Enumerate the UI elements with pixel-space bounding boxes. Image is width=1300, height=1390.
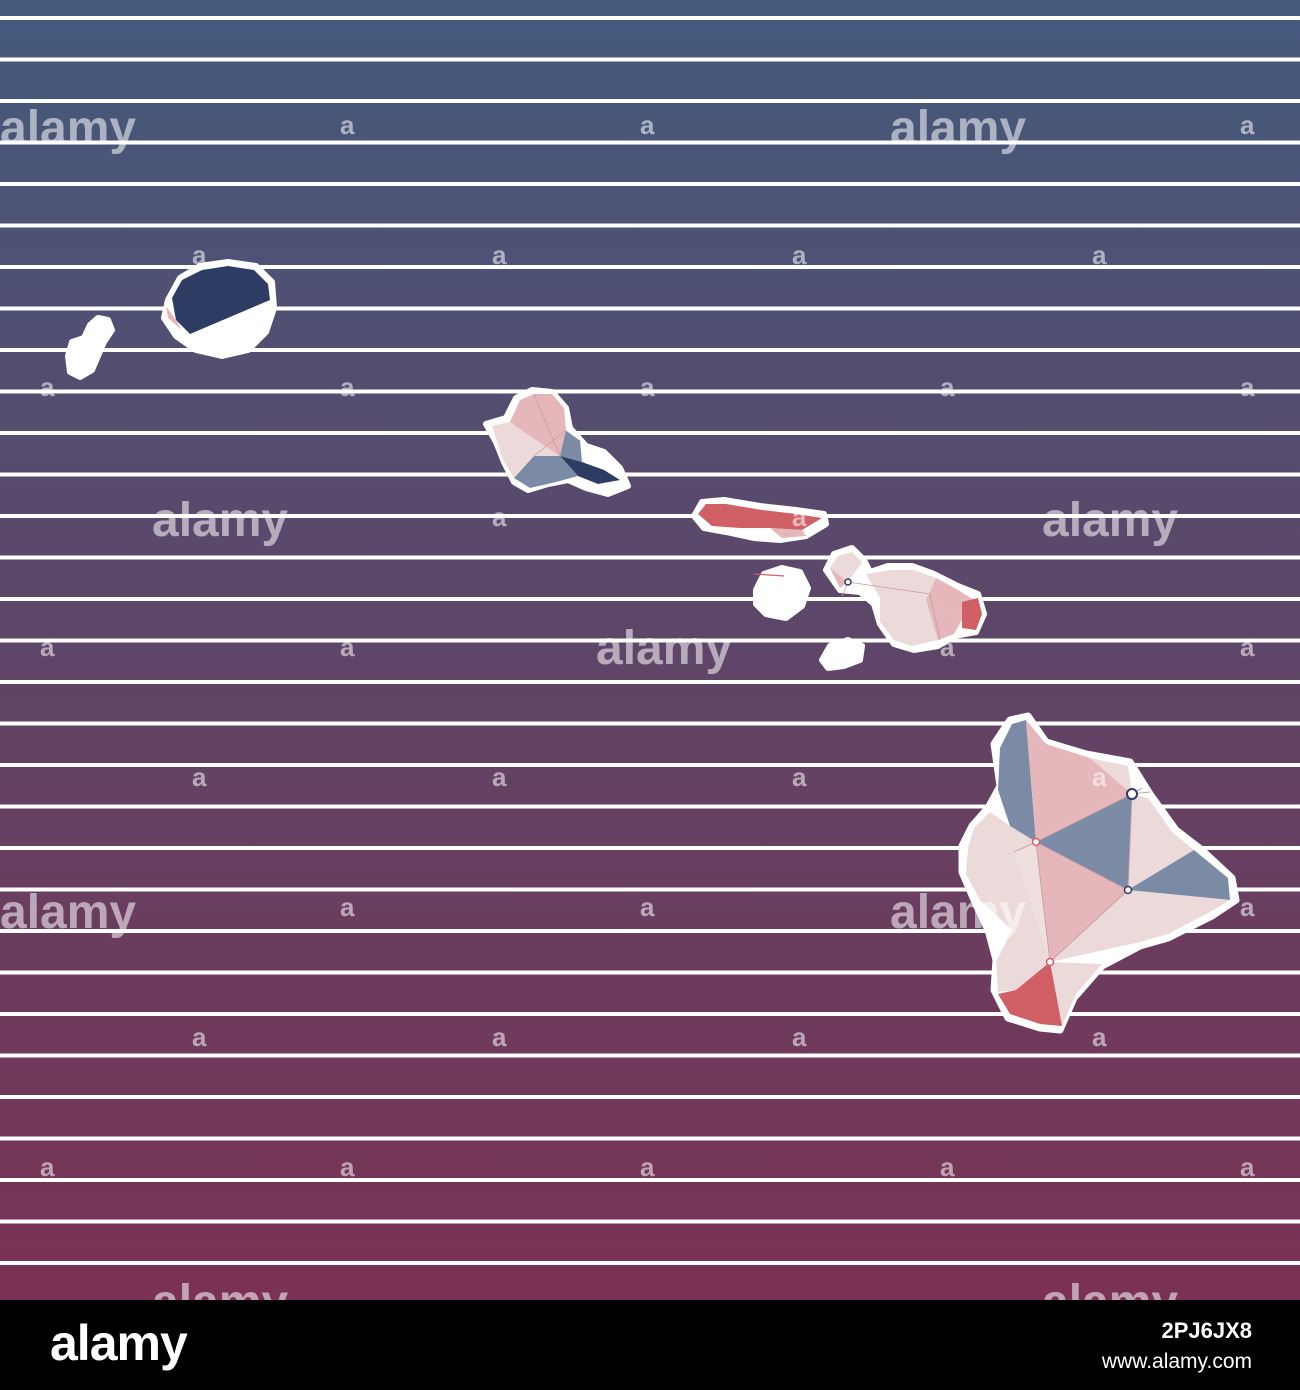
island-kahoolawe bbox=[819, 637, 865, 671]
watermark-mark: a bbox=[192, 762, 207, 792]
stripe-line bbox=[0, 763, 1300, 767]
watermark-mark: a bbox=[340, 632, 355, 662]
map-canvas: alamy alamy alamy alamy alamy alamy alam… bbox=[0, 0, 1300, 1329]
stripe-line bbox=[0, 1053, 1300, 1058]
map-poster: alamy alamy alamy alamy alamy alamy alam… bbox=[0, 0, 1300, 1329]
watermark-mark: a bbox=[792, 762, 807, 792]
stripe-line bbox=[0, 1012, 1300, 1016]
city-marker bbox=[1123, 885, 1133, 895]
stripe-line bbox=[0, 514, 1300, 518]
stripe-line bbox=[0, 99, 1300, 103]
island-kauai bbox=[161, 259, 277, 359]
watermark-text: alamy bbox=[0, 102, 136, 155]
watermark-mark: a bbox=[792, 240, 807, 270]
watermark-mark: a bbox=[340, 1152, 355, 1182]
watermark-mark: a bbox=[940, 1152, 955, 1182]
island-maui bbox=[823, 545, 987, 653]
island-molokai bbox=[691, 497, 829, 543]
watermark-text: alamy bbox=[152, 1276, 288, 1300]
city-marker bbox=[844, 578, 852, 586]
city-marker bbox=[1126, 788, 1138, 800]
watermark-text: alamy bbox=[596, 622, 732, 675]
stripe-line bbox=[0, 348, 1300, 352]
horizontal-stripes bbox=[0, 16, 1300, 1265]
watermark-mark: a bbox=[1240, 1152, 1255, 1182]
watermark-mark: a bbox=[192, 1022, 207, 1052]
stripe-line bbox=[0, 472, 1300, 477]
image-id: 2PJ6JX8 bbox=[1161, 1318, 1252, 1343]
island-hawaii bbox=[958, 712, 1240, 1034]
watermark-mark: a bbox=[1240, 372, 1255, 402]
watermark-mark: a bbox=[640, 110, 655, 140]
stripe-line bbox=[0, 306, 1300, 311]
stripe-line bbox=[0, 804, 1300, 809]
stripe-line bbox=[0, 721, 1300, 726]
watermark-mark: a bbox=[940, 632, 955, 662]
watermark-mark: a bbox=[792, 502, 807, 532]
stripe-line bbox=[0, 389, 1300, 394]
gradient-background bbox=[0, 0, 1300, 1300]
stripe-line bbox=[0, 1178, 1300, 1182]
watermark-mark: a bbox=[1240, 892, 1255, 922]
island-niihau bbox=[65, 315, 115, 380]
watermark-mark: a bbox=[492, 240, 507, 270]
watermark-mark: a bbox=[1092, 762, 1107, 792]
watermark-mark: a bbox=[640, 892, 655, 922]
stripe-line bbox=[0, 597, 1300, 601]
watermark-mark: a bbox=[40, 372, 55, 402]
watermark-mark: a bbox=[792, 1022, 807, 1052]
watermark-text: alamy bbox=[1042, 1276, 1178, 1300]
stripe-line bbox=[0, 223, 1300, 228]
watermark-mark: a bbox=[1240, 632, 1255, 662]
stripe-line bbox=[0, 431, 1300, 435]
watermark-text: alamy bbox=[0, 886, 136, 939]
site-url: www.alamy.com bbox=[1101, 1350, 1252, 1373]
island-oahu bbox=[483, 387, 631, 497]
island-lanai bbox=[753, 565, 811, 621]
stripe-line bbox=[0, 1095, 1300, 1099]
stripe-line bbox=[0, 680, 1300, 684]
stripe-line bbox=[0, 182, 1300, 186]
watermark-mark: a bbox=[340, 372, 355, 402]
stripe-line bbox=[0, 1219, 1300, 1224]
stock-footer-bar: alamy 2PJ6JX8 www.alamy.com bbox=[0, 1300, 1300, 1390]
watermark-mark: a bbox=[40, 632, 55, 662]
watermark-mark: a bbox=[340, 110, 355, 140]
stripe-line bbox=[0, 970, 1300, 975]
watermark-mark: a bbox=[492, 1022, 507, 1052]
stripe-line bbox=[0, 846, 1300, 850]
stripe-line bbox=[0, 140, 1300, 145]
watermark-mark: a bbox=[1092, 1022, 1107, 1052]
watermark-mark: a bbox=[640, 372, 655, 402]
watermark-mark: a bbox=[492, 502, 507, 532]
watermark-text: alamy bbox=[890, 102, 1026, 155]
watermark-mark: a bbox=[640, 1152, 655, 1182]
watermark-mark: a bbox=[340, 892, 355, 922]
city-marker bbox=[1045, 957, 1055, 967]
watermark-layer: alamy alamy alamy alamy alamy alamy alam… bbox=[0, 102, 1255, 1329]
city-marker bbox=[1031, 837, 1041, 847]
stripe-line bbox=[0, 1261, 1300, 1265]
watermark-mark: a bbox=[1240, 110, 1255, 140]
brand-logo: alamy bbox=[50, 1315, 188, 1371]
watermark-mark: a bbox=[40, 1152, 55, 1182]
watermark-text: alamy bbox=[890, 886, 1026, 939]
watermark-mark: a bbox=[940, 372, 955, 402]
watermark-mark: a bbox=[192, 240, 207, 270]
stripe-line bbox=[0, 929, 1300, 933]
stripe-line bbox=[0, 638, 1300, 643]
stripe-line bbox=[0, 57, 1300, 62]
watermark-mark: a bbox=[492, 762, 507, 792]
watermark-text: alamy bbox=[1042, 494, 1178, 547]
stripe-line bbox=[0, 887, 1300, 892]
stripe-line bbox=[0, 1136, 1300, 1141]
stripe-line bbox=[0, 555, 1300, 560]
watermark-mark: a bbox=[1092, 240, 1107, 270]
stripe-line bbox=[0, 16, 1300, 20]
stripe-line bbox=[0, 265, 1300, 269]
watermark-text: alamy bbox=[152, 494, 288, 547]
